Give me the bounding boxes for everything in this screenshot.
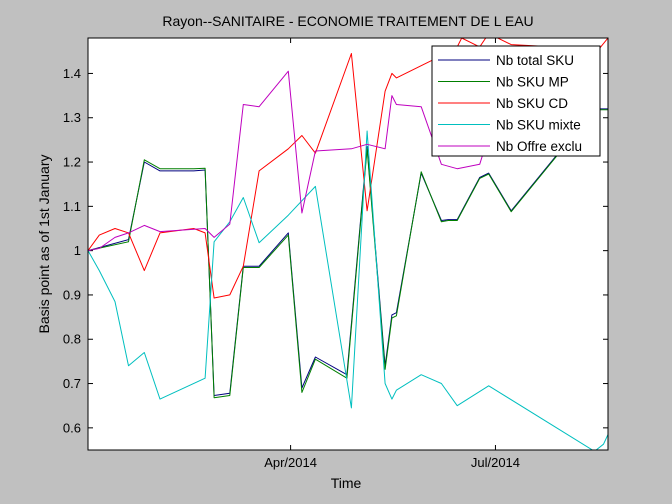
legend-label: Nb SKU MP bbox=[496, 75, 569, 90]
plot-border bbox=[87, 37, 609, 451]
y-tick-label: 0.8 bbox=[63, 332, 81, 347]
y-tick-label: 1.2 bbox=[63, 155, 81, 170]
chart-title: Rayon--SANITAIRE - ECONOMIE TRAITEMENT D… bbox=[162, 13, 533, 29]
legend-label: Nb SKU CD bbox=[496, 96, 568, 111]
y-tick-label: 1.1 bbox=[63, 199, 81, 214]
x-axis-label: Time bbox=[331, 475, 362, 491]
y-tick-label: 0.7 bbox=[63, 376, 81, 391]
y-tick-label: 1.4 bbox=[63, 66, 81, 81]
y-tick-label: 1 bbox=[74, 243, 81, 258]
legend: Nb total SKU Nb SKU MP Nb SKU CD Nb SKU mix… bbox=[431, 45, 601, 157]
legend-label: Nb SKU mixte bbox=[496, 118, 581, 133]
series-line-nb-offre-exclu bbox=[88, 70, 490, 252]
series-line-nb-sku-cd bbox=[88, 38, 608, 299]
x-tick-label: Apr/2014 bbox=[264, 455, 317, 470]
y-tick-label: 0.9 bbox=[63, 287, 81, 302]
series-layer bbox=[88, 38, 608, 450]
x-tick-label: Jul/2014 bbox=[471, 455, 520, 470]
y-tick-label: 0.6 bbox=[63, 420, 81, 435]
legend-label: Nb Offre exclu bbox=[496, 139, 582, 154]
y-tick-label: 1.3 bbox=[63, 110, 81, 125]
y-axis-label: Basis point as of 1st January bbox=[36, 155, 52, 334]
axis-ticks: 0.6 0.7 0.8 0.9 1 1.1 1.2 1.3 1.4 Apr/2014 Jul/201… bbox=[63, 38, 608, 470]
series-line-nb-sku-mixte bbox=[88, 130, 608, 450]
legend-label: Nb total SKU bbox=[496, 53, 574, 68]
legend-box bbox=[431, 45, 601, 157]
